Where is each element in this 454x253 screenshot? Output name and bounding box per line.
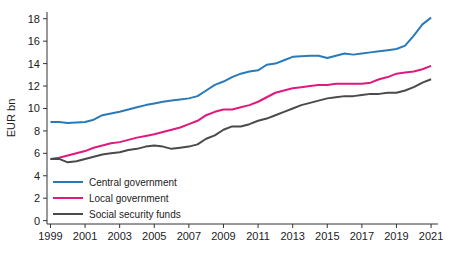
series-line (50, 66, 431, 159)
x-tick-label: 1999 (38, 230, 62, 242)
legend-swatch (53, 181, 83, 183)
plot-area (50, 18, 431, 163)
y-tick-label: 12 (28, 80, 40, 92)
x-tick-label: 2015 (315, 230, 339, 242)
y-tick-label: 0 (34, 215, 40, 227)
x-tick (327, 224, 328, 228)
x-tick (223, 224, 224, 228)
y-tick (43, 130, 47, 131)
x-tick-label: 2003 (107, 230, 131, 242)
y-tick (43, 41, 47, 42)
x-tick (188, 224, 189, 228)
legend-label: Social security funds (89, 209, 181, 220)
y-tick (43, 153, 47, 154)
x-tick (50, 224, 51, 228)
x-tick (85, 224, 86, 228)
x-tick (431, 224, 432, 228)
x-tick-label: 2021 (419, 230, 443, 242)
y-tick (43, 108, 47, 109)
x-tick-label: 2001 (73, 230, 97, 242)
x-tick-label: 2011 (246, 230, 270, 242)
x-tick (292, 224, 293, 228)
x-tick (258, 224, 259, 228)
y-tick (43, 175, 47, 176)
x-axis (47, 224, 438, 225)
legend-bg (50, 175, 190, 189)
x-tick-label: 2009 (211, 230, 235, 242)
y-axis (47, 12, 48, 224)
x-tick-label: 2017 (350, 230, 374, 242)
x-tick-label: 2019 (384, 230, 408, 242)
x-tick-label: 2007 (177, 230, 201, 242)
y-tick (43, 86, 47, 87)
y-tick-label: 2 (34, 192, 40, 204)
y-tick-label: 6 (34, 147, 40, 159)
y-axis-label: EUR bn (5, 99, 17, 138)
x-tick-label: 2013 (280, 230, 304, 242)
y-tick-label: 14 (28, 58, 40, 70)
x-tick (396, 224, 397, 228)
y-tick-label: 16 (28, 35, 40, 47)
y-tick (43, 18, 47, 19)
y-tick (43, 220, 47, 221)
chart: 0 2 4 6 8 10 12 14 16 18 1999 2001 2003 2005 2007 2009 2… (0, 0, 454, 253)
legend-swatch (53, 197, 83, 199)
legend-swatch (53, 213, 83, 215)
legend-label: Local government (89, 193, 169, 204)
y-tick-label: 4 (34, 170, 40, 182)
x-tick-label: 2005 (142, 230, 166, 242)
legend: Central government Local government Social… (50, 175, 190, 221)
legend-label: Central government (89, 177, 177, 188)
y-tick (43, 198, 47, 199)
y-tick-label: 8 (34, 125, 40, 137)
legend-bg (50, 191, 190, 205)
x-tick (361, 224, 362, 228)
y-tick-label: 18 (28, 13, 40, 25)
y-tick-label: 10 (28, 102, 40, 114)
x-tick (119, 224, 120, 228)
x-tick (154, 224, 155, 228)
y-tick (43, 63, 47, 64)
legend-bg (50, 207, 190, 221)
series-line (50, 79, 431, 162)
